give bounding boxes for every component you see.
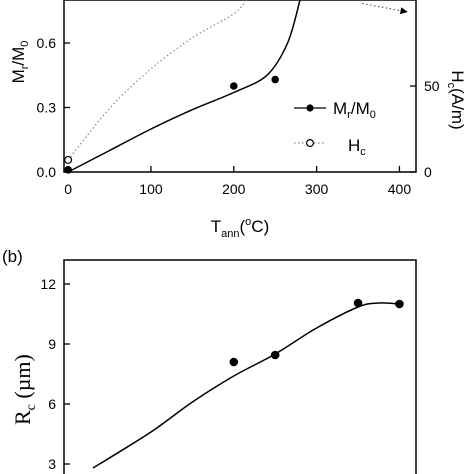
x-tick-label: 0 (64, 181, 72, 197)
panel-a-x-label: Tann(oC) (211, 216, 270, 240)
right-y-tick-label: 0 (424, 164, 432, 180)
panel-b-markers (229, 298, 404, 367)
right-y-tick-label: 50 (424, 78, 440, 94)
x-tick-label: 400 (388, 181, 412, 197)
panel-a-curves (67, 0, 408, 173)
panel-b-curves (92, 302, 400, 469)
legend-mr-marker (306, 104, 314, 112)
rc-point (353, 298, 363, 308)
b-y-tick-label: 12 (40, 276, 56, 292)
panel-b-label: (b) (2, 247, 23, 266)
x-tick-label: 100 (139, 181, 163, 197)
panel-a-left-y-ticks: 0.0 0.3 0.6 (37, 35, 70, 180)
panel-a: 0 100 200 300 400 0.0 0.3 0.6 0 50 Mr/M0 Hc(A/m… (9, 0, 467, 240)
hc-point (64, 155, 73, 164)
legend-hc-label: Hc (348, 136, 366, 158)
panel-a-left-y-label: Mr/M0 (9, 41, 31, 84)
rc-point (270, 350, 280, 360)
hc-arrowhead (399, 7, 408, 15)
left-y-tick-label: 0.0 (37, 164, 57, 180)
b-y-tick-label: 6 (48, 396, 56, 412)
mr-m0-point (229, 82, 238, 90)
panel-a-right-y-label: Hc(A/m) (445, 70, 467, 129)
panel-b: 3 6 9 12 (b) Rc (µm) (2, 247, 417, 474)
rc-point (229, 357, 239, 367)
x-tick-label: 200 (222, 181, 246, 197)
x-tick-label: 300 (305, 181, 329, 197)
left-y-tick-label: 0.6 (37, 35, 57, 51)
rc-curve (92, 302, 400, 469)
panel-a-right-y-ticks: 0 50 (410, 78, 440, 180)
mr-m0-point (271, 75, 280, 84)
mr-m0-curve (67, 0, 301, 173)
left-y-tick-label: 0.3 (37, 100, 57, 116)
legend-hc-marker (306, 139, 315, 148)
panel-a-markers (64, 75, 280, 174)
legend-mr-label: Mr/M0 (333, 99, 376, 121)
rc-point (395, 299, 404, 309)
panel-a-legend: Mr/M0 Hc (294, 99, 376, 158)
b-y-tick-label: 3 (48, 456, 56, 472)
b-y-tick-label: 9 (48, 336, 56, 352)
panel-b-y-label: Rc (µm) (10, 354, 39, 425)
panel-a-x-ticks: 0 100 200 300 400 (64, 166, 411, 197)
hc-curve (67, 0, 247, 161)
panel-b-y-ticks: 3 6 9 12 (40, 276, 70, 472)
panel-b-plot-frame (63, 259, 417, 474)
